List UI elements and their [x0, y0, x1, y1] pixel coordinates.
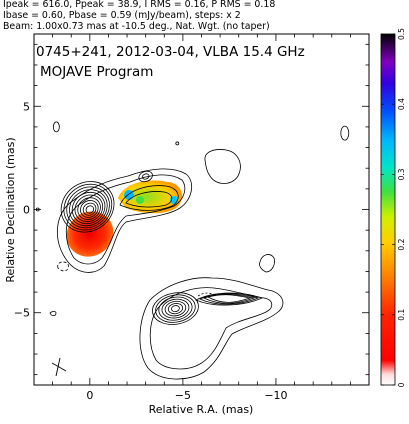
- core-contour: [60, 181, 115, 233]
- core-contour: [66, 186, 110, 229]
- outer-ridge-contour: [206, 294, 252, 303]
- stats-line-2: Ibase = 0.60, Pbase = 0.59 (mJy/beam), s…: [3, 10, 241, 21]
- colorbar-tick-label: 0.1: [397, 309, 406, 321]
- knot-polarization-green: [136, 196, 144, 204]
- x-tick-label: −10: [264, 389, 287, 402]
- colorbar-tick-label: 0.5: [397, 28, 406, 40]
- outer-contour-2: [149, 287, 273, 370]
- core-contour: [77, 197, 101, 220]
- colorbar-tick-label: 0.4: [397, 98, 406, 110]
- y-tick-label: 5: [23, 100, 30, 113]
- isolated-contour: [52, 121, 60, 133]
- core-contour: [80, 200, 99, 218]
- outer-component-contour: [155, 294, 196, 323]
- x-tick-label: 0: [86, 389, 93, 402]
- east-blob-contour: [259, 254, 275, 273]
- beam-line: Beam: 1.00x0.73 mas at -10.5 deg., Nat. …: [3, 21, 270, 32]
- colorbar-tick-label: 0.2: [397, 238, 406, 250]
- program-title: MOJAVE Program: [40, 64, 153, 80]
- colorbar-tick-label: 0.3: [397, 168, 406, 180]
- colorbar: [380, 33, 396, 386]
- outer-component-contour: [158, 296, 193, 321]
- y-tick-label: 0: [23, 204, 30, 217]
- jet-envelope-contour-2: [65, 174, 186, 265]
- core-contour: [85, 205, 95, 214]
- outer-component-contour: [171, 305, 180, 313]
- plot-area: [35, 121, 350, 380]
- outer-envelope-contour: [139, 277, 284, 380]
- stats-line-1: Ipeak = 616.0, Ppeak = 38.9, I RMS = 0.1…: [3, 0, 276, 10]
- edge-contour: [340, 125, 350, 141]
- small-contour: [49, 311, 57, 317]
- faint-dot-contour: [175, 141, 180, 146]
- knot-contour-3: [138, 170, 153, 183]
- beam-cross: [51, 357, 67, 377]
- outer-component-contour: [161, 298, 190, 319]
- plot-frame: [33, 33, 370, 386]
- jet-envelope-contour: [56, 168, 193, 273]
- faint-contour: [204, 149, 241, 184]
- outer-ridge-contour: [199, 293, 260, 305]
- x-tick-label: −5: [175, 389, 191, 402]
- core-contour: [74, 194, 104, 222]
- outer-component-contour: [152, 292, 199, 325]
- negative-contour: [57, 261, 69, 272]
- source-title: 0745+241, 2012-03-04, VLBA 15.4 GHz: [36, 44, 305, 60]
- outer-component-contour: [167, 303, 183, 315]
- y-tick-label: −5: [14, 307, 30, 320]
- core-contour: [69, 189, 108, 227]
- core-contour: [82, 202, 97, 216]
- knot-contour-2: [125, 191, 173, 208]
- knot-contour-4: [141, 173, 150, 180]
- y-axis-label: Relative Declination (mas): [4, 137, 17, 282]
- x-axis-label: Relative R.A. (mas): [149, 403, 254, 416]
- colorbar-tick-label: 0: [397, 382, 406, 387]
- core-polarization-fill: [66, 211, 114, 257]
- knot-contour: [119, 185, 179, 211]
- ridge-hatch-contour: [197, 292, 215, 297]
- outer-component-contour: [164, 300, 187, 317]
